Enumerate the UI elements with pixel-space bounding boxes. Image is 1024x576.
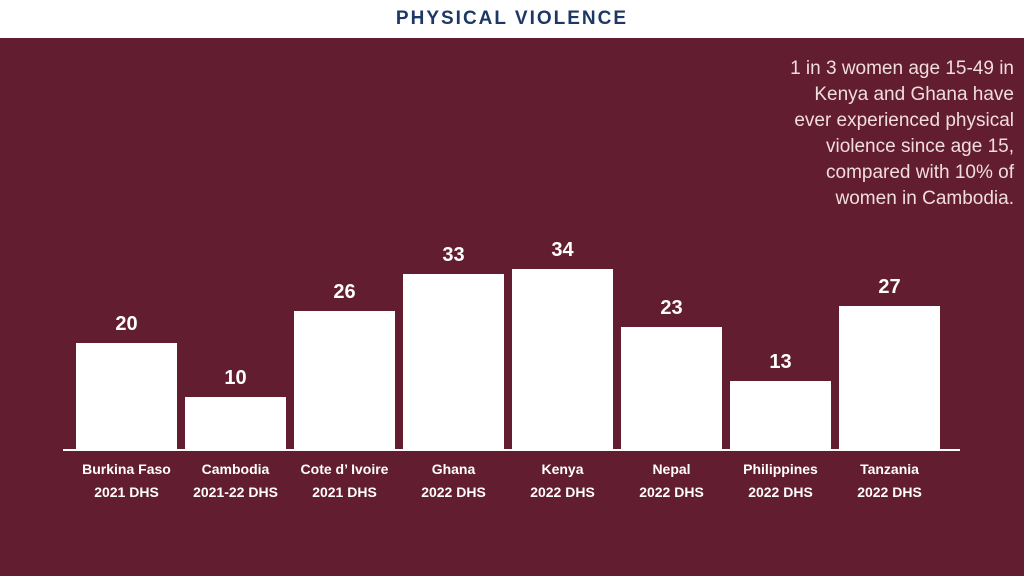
bar bbox=[294, 311, 395, 450]
bar-value-label: 23 bbox=[660, 297, 683, 319]
bar-group: 10 Cambodia 2021-22 DHS bbox=[185, 0, 286, 500]
category-label: Kenya 2022 DHS bbox=[488, 458, 638, 504]
annotation-line: ever experienced physical bbox=[794, 110, 1014, 131]
category-name: Burkina Faso bbox=[82, 461, 171, 477]
category-sublabel: 2022 DHS bbox=[857, 484, 922, 500]
category-name: Philippines bbox=[743, 461, 818, 477]
category-label: Burkina Faso 2021 DHS bbox=[52, 458, 202, 504]
bar-value-label: 10 bbox=[224, 367, 247, 389]
category-sublabel: 2022 DHS bbox=[530, 484, 595, 500]
annotation-line: 1 in 3 women age 15-49 in bbox=[790, 58, 1014, 79]
title-band: PHYSICAL VIOLENCE bbox=[0, 0, 1024, 38]
bar-value-label: 13 bbox=[769, 351, 792, 373]
bar-group: 33 Ghana 2022 DHS bbox=[403, 0, 504, 500]
bar-group: 20 Burkina Faso 2021 DHS bbox=[76, 0, 177, 500]
page-title: PHYSICAL VIOLENCE bbox=[395, 8, 629, 29]
bar-value-label: 20 bbox=[115, 313, 138, 335]
category-label: Philippines 2022 DHS bbox=[706, 458, 856, 504]
bar-chart: 20 Burkina Faso 2021 DHS 10 Cambodia 2021-22 … bbox=[76, 0, 1024, 500]
bar bbox=[512, 269, 613, 450]
annotation-line: compared with 10% of bbox=[826, 162, 1014, 183]
category-label: Nepal 2022 DHS bbox=[597, 458, 747, 504]
category-name: Nepal bbox=[652, 461, 691, 477]
category-name: Cambodia bbox=[201, 461, 270, 477]
bar-group: 34 Kenya 2022 DHS bbox=[512, 0, 613, 500]
annotation-line: Kenya and Ghana have bbox=[814, 84, 1014, 105]
bar bbox=[403, 274, 504, 450]
bar-group: 23 Nepal 2022 DHS bbox=[621, 0, 722, 500]
bar-group: 27 Tanzania 2022 DHS bbox=[839, 0, 940, 500]
bar bbox=[76, 343, 177, 450]
bar bbox=[839, 306, 940, 450]
category-sublabel: 2021 DHS bbox=[312, 484, 377, 500]
category-sublabel: 2022 DHS bbox=[421, 484, 486, 500]
bar-group: 26 Cote d’ Ivoire 2021 DHS bbox=[294, 0, 395, 500]
category-name: Tanzania bbox=[860, 461, 919, 477]
x-axis-line bbox=[63, 449, 960, 451]
category-name: Kenya bbox=[541, 461, 584, 477]
bar-value-label: 34 bbox=[551, 239, 574, 261]
bar bbox=[730, 381, 831, 450]
annotation-line: women in Cambodia. bbox=[835, 188, 1014, 209]
bar-group: 13 Philippines 2022 DHS bbox=[730, 0, 831, 500]
bar bbox=[185, 397, 286, 450]
annotation-text: 1 in 3 women age 15-49 in Kenya and Ghan… bbox=[752, 56, 1014, 212]
bar-value-label: 33 bbox=[442, 244, 465, 266]
category-sublabel: 2022 DHS bbox=[639, 484, 704, 500]
category-label: Ghana 2022 DHS bbox=[379, 458, 529, 504]
category-sublabel: 2021 DHS bbox=[94, 484, 159, 500]
category-sublabel: 2022 DHS bbox=[748, 484, 813, 500]
bar-value-label: 27 bbox=[878, 276, 901, 298]
bar bbox=[621, 327, 722, 450]
category-sublabel: 2021-22 DHS bbox=[193, 484, 278, 500]
category-label: Cote d’ Ivoire 2021 DHS bbox=[270, 458, 420, 504]
bar-value-label: 26 bbox=[333, 281, 356, 303]
category-label: Tanzania 2022 DHS bbox=[815, 458, 965, 504]
category-label: Cambodia 2021-22 DHS bbox=[161, 458, 311, 504]
category-name: Cote d’ Ivoire bbox=[300, 461, 389, 477]
category-name: Ghana bbox=[431, 461, 476, 477]
annotation-line: violence since age 15, bbox=[825, 136, 1014, 157]
